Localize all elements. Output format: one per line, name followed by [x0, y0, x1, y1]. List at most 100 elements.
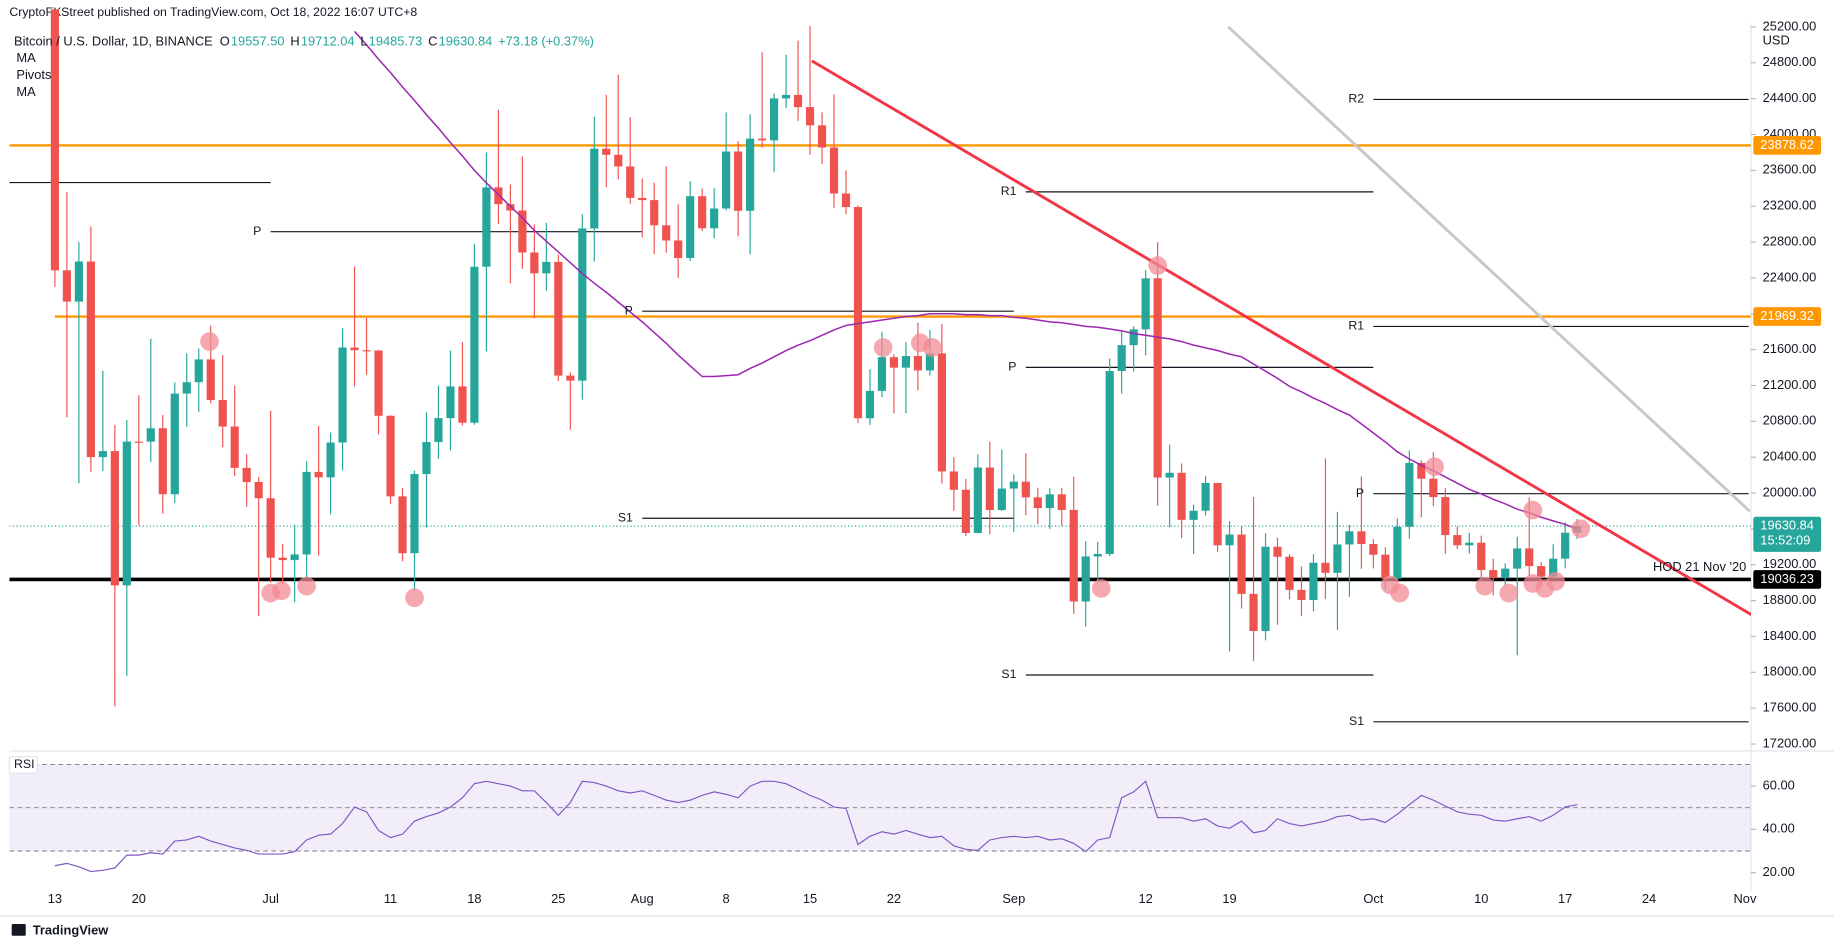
y-tick-label: 22400.00 — [1763, 269, 1817, 284]
candle-body — [470, 266, 479, 423]
candle-body — [1321, 562, 1330, 573]
candle-body — [410, 474, 419, 554]
candle-body — [62, 270, 71, 302]
candle-body — [554, 261, 563, 376]
candle-body — [1549, 558, 1558, 577]
candle-body — [1285, 556, 1294, 590]
touch-highlight — [1571, 519, 1591, 539]
touch-highlight — [1499, 583, 1519, 603]
candle-body — [734, 151, 743, 211]
rsi-title: RSI — [14, 757, 34, 771]
candle-body — [1393, 526, 1402, 579]
candle-body — [326, 442, 335, 478]
candle-body — [146, 428, 155, 442]
candle-body — [86, 261, 95, 458]
candle-body — [722, 151, 731, 209]
y-tick-label: 17600.00 — [1763, 700, 1817, 715]
candle-body — [865, 390, 875, 419]
candle-body — [122, 441, 131, 586]
pivot-label: R2 — [1348, 92, 1364, 106]
candle-body — [638, 197, 647, 201]
candle-body — [1177, 472, 1186, 520]
candle-body — [518, 210, 527, 253]
candle-body — [158, 428, 167, 495]
x-tick-label: 13 — [48, 891, 62, 906]
touch-highlight — [272, 581, 291, 601]
overlay: 13 20 Jul 11 18 25 Aug 8 15 22 Sep 12 19 Oct 10 17 24 Nov… — [14, 34, 1822, 906]
candle-body — [482, 187, 491, 267]
candle-body — [1009, 481, 1018, 489]
touch-highlight — [297, 576, 316, 596]
x-tick-label: 15 — [803, 891, 817, 906]
pivot-label: R1 — [1348, 319, 1364, 333]
candle-body — [853, 207, 863, 419]
price-pane: 17200.00 17600.00 18000.00 18400.00 18800.00… — [9, 9, 1817, 750]
y-tick-label: 20800.00 — [1763, 413, 1817, 428]
candle-body — [242, 467, 251, 483]
candle-body — [494, 187, 503, 205]
candle-body — [698, 196, 707, 229]
candle-body — [877, 357, 887, 391]
candle-body — [506, 204, 515, 211]
x-tick-label: 11 — [384, 891, 397, 906]
candle-body — [254, 482, 263, 499]
candle-body — [746, 138, 755, 211]
candle-body — [446, 386, 455, 419]
y-tick-label: 18400.00 — [1763, 628, 1817, 643]
touch-highlight — [1546, 572, 1565, 591]
candle-body — [422, 442, 431, 475]
candle-body — [757, 138, 767, 141]
legend-text: C — [428, 34, 437, 49]
touch-highlight — [405, 588, 424, 608]
candle-body — [1045, 494, 1054, 509]
footer-logo: TradingView — [11, 922, 109, 937]
candle-body — [278, 557, 287, 561]
candle-body — [194, 359, 203, 383]
candle-body — [50, 9, 59, 271]
y-tick-label: 60.00 — [1763, 777, 1795, 792]
candle-body — [134, 441, 143, 443]
candle-body — [386, 415, 395, 497]
logo-icon — [11, 924, 26, 936]
candle-body — [290, 554, 299, 561]
level-price-box — [1753, 307, 1822, 326]
pivot-label: P — [1356, 486, 1364, 500]
countdown-label: 15:52:09 — [1760, 533, 1810, 548]
candle-body — [901, 356, 911, 368]
candle-body — [1081, 556, 1090, 602]
candle-body — [170, 393, 179, 495]
candle-body — [961, 489, 970, 533]
candle-body — [1369, 544, 1378, 555]
candle-body — [841, 193, 851, 208]
level-price-label: 21969.32 — [1760, 308, 1814, 323]
candle-body — [74, 261, 83, 302]
x-tick-label: Aug — [631, 891, 654, 906]
touch-highlight — [1475, 576, 1495, 596]
pivot-label: P — [625, 303, 633, 317]
touch-highlight — [1425, 457, 1444, 477]
x-tick-label: Sep — [1002, 891, 1025, 906]
ma-line — [353, 30, 1578, 530]
x-tick-label: 8 — [723, 891, 730, 906]
candle-body — [1273, 546, 1282, 557]
candle-body — [302, 471, 311, 555]
candle-body — [1093, 554, 1102, 557]
touch-highlight — [1390, 583, 1410, 603]
candle-body — [1333, 544, 1342, 573]
candle-body — [458, 386, 467, 423]
candle-body — [829, 147, 839, 194]
candle-body — [110, 451, 119, 586]
candle-body — [1021, 481, 1030, 498]
legend-text: L — [360, 34, 367, 49]
candle-body — [1489, 570, 1498, 579]
y-tick-label: 19200.00 — [1763, 556, 1817, 571]
rsi-line — [54, 780, 1578, 873]
candle-body — [362, 350, 371, 352]
candle-body — [1465, 542, 1474, 546]
candle-body — [1261, 546, 1270, 631]
y-tick-label: 22800.00 — [1763, 233, 1817, 248]
candle-body — [1057, 494, 1066, 510]
candle-body — [230, 426, 239, 468]
candle-body — [98, 451, 107, 458]
touch-highlight — [1148, 256, 1167, 275]
